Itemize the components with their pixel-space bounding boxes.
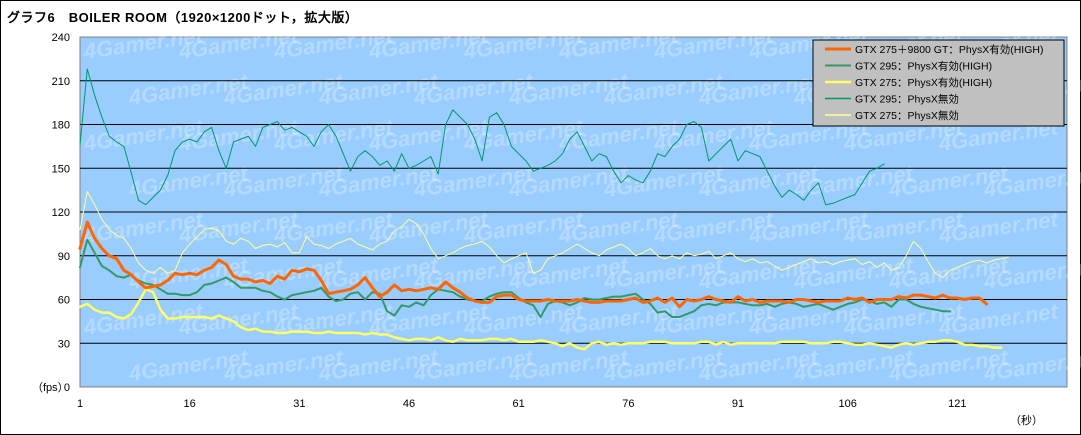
legend-label-2: GTX 295：PhysX有効(HIGH) xyxy=(855,60,992,73)
x-tick-label: 16 xyxy=(184,398,196,410)
legend-label-3: GTX 275：PhysX有効(HIGH) xyxy=(855,76,992,89)
y-tick-label: 150 xyxy=(52,163,70,175)
x-tick-label: 91 xyxy=(732,398,744,410)
x-tick-label: 1 xyxy=(77,398,83,410)
legend-label-1: GTX 275＋9800 GT：PhysX有効(HIGH) xyxy=(855,43,1043,56)
legend-box xyxy=(812,39,1065,127)
series-line-1 xyxy=(78,220,989,309)
legend-label-5: GTX 275：PhysX無効 xyxy=(855,109,959,122)
x-tick-label: 121 xyxy=(948,398,966,410)
series-line-2 xyxy=(79,238,951,318)
x-unit-label: （秒） xyxy=(1010,413,1043,427)
y-tick-label: 210 xyxy=(52,76,70,88)
x-tick-label: 31 xyxy=(293,398,305,410)
legend-label-4: GTX 295：PhysX無効 xyxy=(855,93,959,106)
x-tick-label: 61 xyxy=(513,398,525,410)
y-tick-label: 0 xyxy=(64,382,70,394)
x-tick-label: 76 xyxy=(622,398,634,410)
y-tick-label: 90 xyxy=(58,251,70,263)
x-tick-label: 46 xyxy=(403,398,415,410)
chart-title: グラフ6 BOILER ROOM（1920×1200ドット，拡大版） xyxy=(7,10,359,25)
y-tick-label: 180 xyxy=(52,120,70,132)
y-tick-label: 120 xyxy=(52,207,70,219)
y-unit-label: （fps） xyxy=(32,381,69,394)
series-line-3 xyxy=(78,288,1003,351)
y-tick-label: 30 xyxy=(58,338,70,350)
y-tick-label: 60 xyxy=(58,295,70,307)
x-tick-label: 106 xyxy=(838,398,856,410)
series-line-4 xyxy=(79,68,885,206)
series-line-5 xyxy=(79,191,1009,279)
y-tick-label: 240 xyxy=(52,32,70,44)
